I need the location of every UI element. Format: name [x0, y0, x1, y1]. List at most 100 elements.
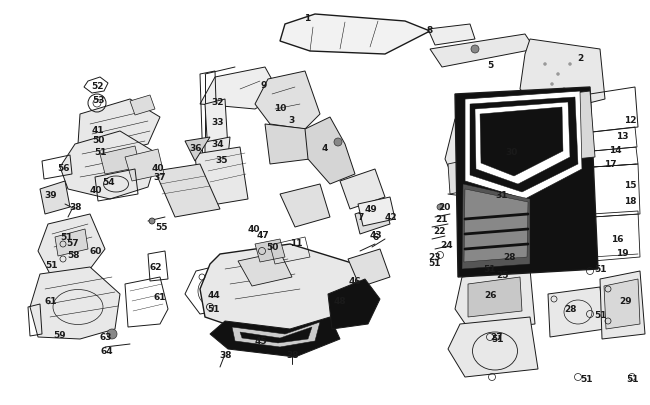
Text: 64: 64	[101, 347, 113, 356]
Text: 25: 25	[497, 270, 509, 279]
Text: 51: 51	[429, 259, 441, 268]
Polygon shape	[468, 277, 522, 317]
Text: 30: 30	[506, 147, 518, 156]
Polygon shape	[475, 103, 570, 185]
Text: 51: 51	[595, 310, 607, 319]
Polygon shape	[480, 108, 563, 177]
Text: 3: 3	[289, 115, 295, 124]
Text: 38: 38	[287, 351, 299, 360]
Polygon shape	[38, 215, 105, 274]
Text: 53: 53	[92, 95, 104, 104]
Text: 14: 14	[608, 145, 621, 154]
Polygon shape	[448, 317, 538, 377]
Text: 23: 23	[429, 253, 441, 262]
Text: 32: 32	[212, 97, 224, 106]
Text: 61: 61	[154, 293, 166, 302]
Text: 51: 51	[94, 147, 106, 156]
Text: 8: 8	[427, 26, 433, 34]
Text: 51: 51	[627, 375, 639, 384]
Text: 1: 1	[304, 13, 310, 22]
Polygon shape	[470, 98, 578, 192]
Text: 11: 11	[290, 238, 302, 247]
Polygon shape	[548, 287, 605, 337]
Polygon shape	[445, 110, 535, 194]
Text: 52: 52	[91, 81, 103, 90]
Polygon shape	[455, 88, 598, 277]
Polygon shape	[200, 68, 280, 110]
Text: 63: 63	[99, 333, 112, 342]
Text: 2: 2	[577, 53, 583, 62]
Text: 19: 19	[616, 249, 629, 258]
Text: 18: 18	[624, 197, 636, 206]
Polygon shape	[255, 239, 285, 262]
Polygon shape	[525, 92, 595, 164]
Circle shape	[107, 329, 117, 339]
Text: 27: 27	[491, 333, 503, 342]
Polygon shape	[40, 181, 70, 215]
Polygon shape	[604, 279, 640, 329]
Text: 61: 61	[45, 297, 57, 306]
Polygon shape	[125, 149, 164, 181]
Text: 12: 12	[624, 115, 636, 124]
Polygon shape	[265, 125, 310, 164]
Circle shape	[551, 83, 554, 86]
Text: 28: 28	[504, 252, 516, 261]
Text: 45: 45	[255, 337, 267, 345]
Polygon shape	[340, 170, 385, 209]
Polygon shape	[100, 147, 140, 175]
Text: 17: 17	[604, 159, 616, 168]
Circle shape	[149, 218, 155, 224]
Text: 39: 39	[45, 191, 57, 200]
Polygon shape	[462, 185, 530, 269]
Text: 4: 4	[322, 143, 328, 152]
Polygon shape	[238, 252, 292, 286]
Text: 33: 33	[212, 117, 224, 126]
Text: 21: 21	[436, 215, 448, 224]
Polygon shape	[200, 244, 370, 337]
Circle shape	[569, 63, 571, 66]
Text: 62: 62	[150, 263, 162, 272]
Text: 51: 51	[60, 233, 72, 242]
Text: 20: 20	[438, 203, 450, 212]
Text: 16: 16	[611, 235, 623, 244]
Text: 10: 10	[274, 103, 286, 112]
Text: 59: 59	[54, 331, 66, 340]
Text: 49: 49	[365, 205, 378, 214]
Polygon shape	[130, 96, 155, 116]
Polygon shape	[255, 72, 320, 130]
Circle shape	[471, 46, 479, 54]
Text: 41: 41	[92, 125, 104, 134]
Polygon shape	[465, 92, 582, 200]
Text: 38: 38	[70, 203, 83, 212]
Circle shape	[556, 73, 560, 76]
Text: 55: 55	[155, 223, 167, 232]
Polygon shape	[328, 279, 380, 329]
Polygon shape	[600, 271, 645, 339]
Polygon shape	[464, 190, 528, 262]
Text: 35: 35	[216, 155, 228, 164]
Text: 51: 51	[484, 265, 496, 274]
Text: 13: 13	[616, 131, 629, 140]
Text: 51: 51	[45, 260, 57, 269]
Text: 51: 51	[580, 375, 593, 384]
Polygon shape	[355, 205, 390, 234]
Text: 6: 6	[373, 233, 379, 242]
Text: 9: 9	[261, 80, 267, 89]
Circle shape	[562, 88, 566, 91]
Text: 37: 37	[153, 172, 166, 181]
Text: 54: 54	[103, 177, 115, 186]
Polygon shape	[520, 40, 605, 115]
Polygon shape	[210, 317, 340, 357]
Text: 44: 44	[207, 290, 220, 299]
Text: 29: 29	[619, 297, 632, 306]
Text: 48: 48	[333, 297, 346, 306]
Polygon shape	[240, 327, 312, 343]
Polygon shape	[30, 267, 120, 339]
Polygon shape	[455, 269, 535, 331]
Text: 51: 51	[595, 265, 607, 274]
Text: 56: 56	[57, 163, 70, 172]
Polygon shape	[305, 118, 355, 185]
Text: 46: 46	[348, 277, 361, 286]
Text: 5: 5	[487, 60, 493, 69]
Polygon shape	[155, 164, 220, 217]
